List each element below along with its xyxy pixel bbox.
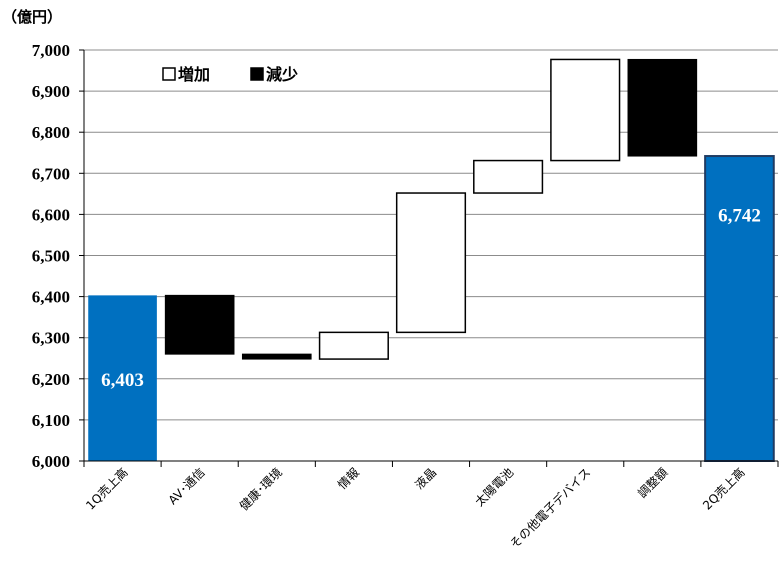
x-tick-label: 情報	[335, 465, 362, 492]
y-tick-label: 6,200	[32, 370, 70, 389]
y-tick-label: 6,800	[32, 123, 70, 142]
bar-decrease	[241, 353, 312, 360]
legend-swatch	[250, 67, 264, 81]
y-tick-label: 6,900	[32, 82, 70, 101]
data-label: 6,403	[101, 370, 144, 391]
data-label: 6,742	[718, 205, 761, 226]
bar-increase	[473, 159, 544, 194]
unit-label: （億円）	[2, 8, 63, 26]
bar-increase	[318, 331, 389, 360]
y-tick-label: 6,500	[32, 247, 70, 266]
bar-increase	[395, 192, 467, 334]
y-tick-label: 6,700	[32, 164, 70, 183]
y-tick-label: 6,600	[32, 205, 70, 224]
legend-label: 増加	[178, 65, 210, 84]
bar-decrease	[164, 294, 235, 355]
y-tick-label: 6,000	[32, 452, 70, 471]
y-tick-label: 6,400	[32, 288, 70, 307]
x-tick-label: 1Q売上高	[83, 465, 131, 513]
x-tick-label: 2Q売上高	[699, 465, 747, 513]
x-tick-label: 液晶	[412, 465, 440, 493]
bar-total	[88, 295, 157, 461]
x-tick-label: その他電子デバイス	[507, 465, 594, 552]
y-tick-label: 6,100	[32, 411, 70, 430]
x-tick-label: 健康･環境	[236, 465, 285, 514]
bar-total	[704, 155, 775, 462]
legend-swatch	[162, 67, 176, 81]
legend: 増加 減少	[162, 65, 298, 84]
legend-label: 減少	[266, 65, 298, 84]
x-tick-label: 調整額	[634, 465, 670, 501]
y-tick-label: 7,000	[32, 41, 70, 60]
bar-increase	[550, 58, 621, 162]
y-tick-label: 6,300	[32, 329, 70, 348]
bar-decrease	[627, 58, 698, 157]
x-tick-label: 太陽電池	[472, 465, 517, 510]
x-tick-label: AV･通信	[166, 465, 208, 507]
